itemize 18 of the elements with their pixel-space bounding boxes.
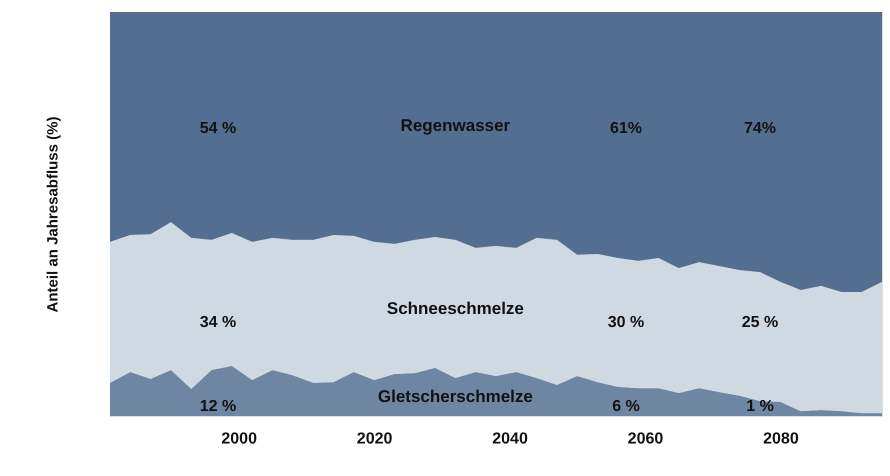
x-tick-label: 2020 bbox=[356, 430, 393, 448]
x-tick-label: 2060 bbox=[628, 430, 664, 448]
annotation: 6 % bbox=[612, 398, 640, 415]
annotation: 34 % bbox=[200, 314, 236, 331]
x-tick-label: 2080 bbox=[763, 430, 799, 448]
annotation: 30 % bbox=[608, 314, 644, 331]
x-tick-label: 2000 bbox=[221, 430, 258, 448]
annotation: 54 % bbox=[200, 120, 236, 137]
annotation: 25 % bbox=[742, 314, 778, 331]
annotation: 61% bbox=[610, 120, 642, 137]
series-label: Regenwasser bbox=[400, 116, 511, 135]
annotation: 74% bbox=[744, 120, 776, 137]
annotation: 12 % bbox=[200, 398, 236, 415]
series-label: Schneeschmelze bbox=[386, 298, 524, 318]
y-axis-title: Anteil an Jahresabfluss (%) bbox=[44, 116, 62, 312]
series-label: Gletscherschmelze bbox=[378, 387, 533, 406]
annotation: 1 % bbox=[746, 398, 774, 415]
x-tick-label: 2040 bbox=[492, 430, 528, 448]
